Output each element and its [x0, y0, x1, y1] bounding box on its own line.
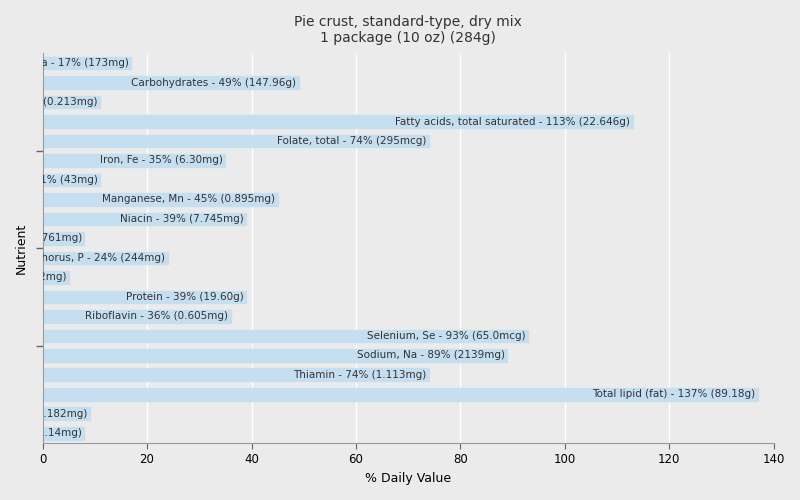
Bar [42, 212, 246, 226]
Bar [42, 349, 507, 362]
Text: Riboflavin - 36% (0.605mg): Riboflavin - 36% (0.605mg) [85, 312, 228, 322]
Text: Phosphorus, P - 24% (244mg): Phosphorus, P - 24% (244mg) [10, 253, 166, 263]
Bar [42, 154, 226, 167]
Bar [42, 330, 528, 342]
X-axis label: % Daily Value: % Daily Value [365, 472, 451, 485]
Bar [42, 232, 84, 245]
Text: Protein - 39% (19.60g): Protein - 39% (19.60g) [126, 292, 244, 302]
Bar [42, 252, 168, 264]
Bar [42, 368, 429, 381]
Bar [42, 96, 100, 108]
Text: Pantothenic acid - 8% (0.761mg): Pantothenic acid - 8% (0.761mg) [0, 234, 82, 243]
Text: Zinc, Zn - 8% (1.14mg): Zinc, Zn - 8% (1.14mg) [0, 428, 82, 438]
Text: Copper, Cu - 11% (0.213mg): Copper, Cu - 11% (0.213mg) [0, 97, 98, 107]
Text: Folate, total - 74% (295mcg): Folate, total - 74% (295mcg) [277, 136, 426, 146]
Text: Thiamin - 74% (1.113mg): Thiamin - 74% (1.113mg) [294, 370, 426, 380]
Bar [42, 408, 90, 420]
Text: Calcium, Ca - 17% (173mg): Calcium, Ca - 17% (173mg) [0, 58, 129, 68]
Text: Niacin - 39% (7.745mg): Niacin - 39% (7.745mg) [120, 214, 244, 224]
Bar [42, 310, 230, 322]
Y-axis label: Nutrient: Nutrient [15, 222, 28, 274]
Bar [42, 76, 298, 89]
Bar [42, 56, 131, 70]
Bar [42, 290, 246, 303]
Text: Potassium, K - 5% (182mg): Potassium, K - 5% (182mg) [0, 272, 66, 282]
Title: Pie crust, standard-type, dry mix
1 package (10 oz) (284g): Pie crust, standard-type, dry mix 1 pack… [294, 15, 522, 45]
Text: Sodium, Na - 89% (2139mg): Sodium, Na - 89% (2139mg) [357, 350, 505, 360]
Bar [42, 174, 100, 186]
Bar [42, 134, 429, 147]
Text: Magnesium, Mg - 11% (43mg): Magnesium, Mg - 11% (43mg) [0, 175, 98, 185]
Bar [42, 115, 633, 128]
Text: Manganese, Mn - 45% (0.895mg): Manganese, Mn - 45% (0.895mg) [102, 194, 275, 204]
Text: Carbohydrates - 49% (147.96g): Carbohydrates - 49% (147.96g) [131, 78, 296, 88]
Bar [42, 388, 758, 400]
Text: Total lipid (fat) - 137% (89.18g): Total lipid (fat) - 137% (89.18g) [593, 390, 755, 400]
Text: Vitamin B-6 - 9% (0.182mg): Vitamin B-6 - 9% (0.182mg) [0, 409, 87, 419]
Text: Fatty acids, total saturated - 113% (22.646g): Fatty acids, total saturated - 113% (22.… [395, 116, 630, 126]
Text: Selenium, Se - 93% (65.0mcg): Selenium, Se - 93% (65.0mcg) [367, 331, 526, 341]
Bar [42, 427, 84, 440]
Text: Iron, Fe - 35% (6.30mg): Iron, Fe - 35% (6.30mg) [100, 156, 222, 166]
Bar [42, 271, 69, 283]
Bar [42, 193, 278, 206]
